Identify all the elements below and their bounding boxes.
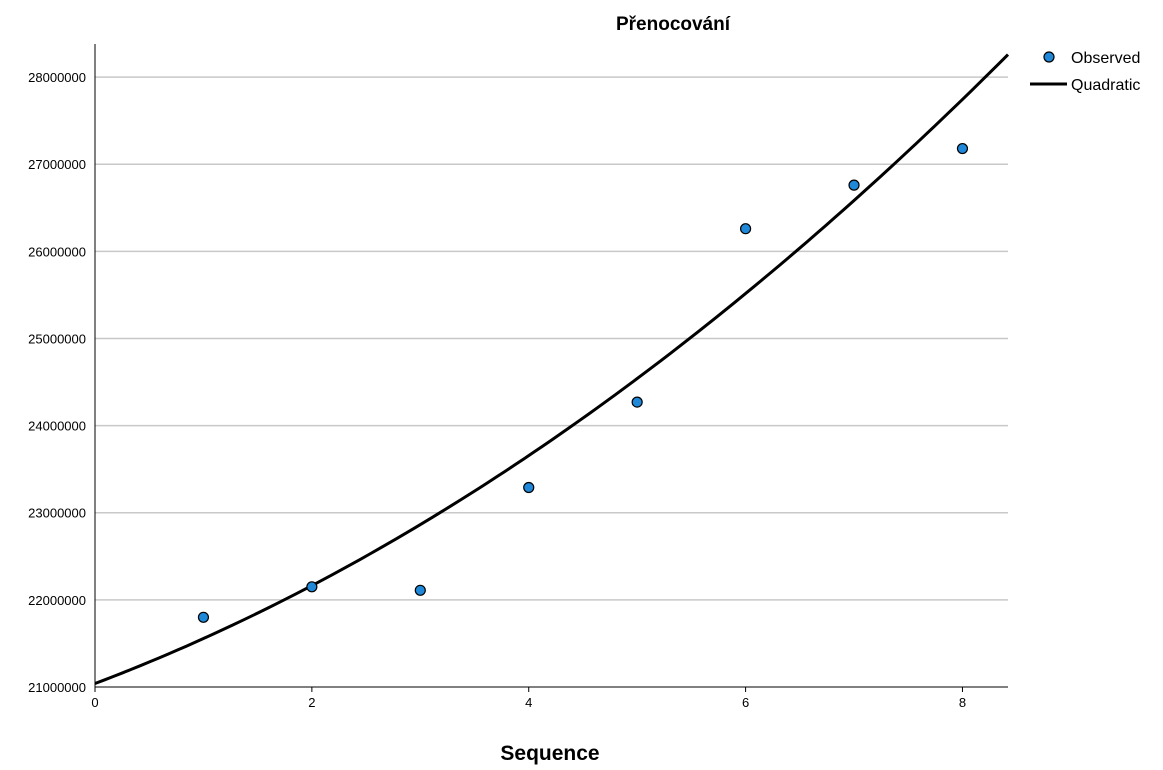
observed-point — [956, 142, 969, 155]
legend-observed-label: Observed — [1071, 50, 1140, 67]
observed-points-group — [197, 142, 969, 623]
x-tick-label: 2 — [308, 695, 315, 710]
x-tick-label: 0 — [91, 695, 98, 710]
observed-point — [631, 396, 643, 408]
y-tick-label: 21000000 — [28, 680, 86, 695]
x-tick-label: 8 — [959, 695, 966, 710]
observed-point — [197, 611, 210, 623]
observed-point — [848, 179, 860, 191]
x-axis-label: Sequence — [500, 742, 599, 765]
y-tick-label: 24000000 — [28, 419, 86, 434]
grid — [95, 76, 1008, 601]
quadratic-curve-group — [94, 53, 1010, 685]
legend-observed-marker — [1043, 51, 1055, 63]
legend: Observed Quadratic — [1030, 50, 1140, 94]
quadratic-curve — [94, 53, 1010, 685]
y-tick-label: 22000000 — [28, 593, 86, 608]
y-tick-label: 23000000 — [28, 506, 86, 521]
y-tick-label: 26000000 — [28, 244, 86, 259]
legend-quadratic-label: Quadratic — [1071, 77, 1140, 94]
y-tick-label: 25000000 — [28, 331, 86, 346]
y-tick-labels: 21000000 22000000 23000000 24000000 25000000… — [28, 70, 86, 695]
x-tick-label: 6 — [742, 695, 749, 710]
observed-point — [523, 481, 535, 494]
x-tick-labels: 0 2 4 6 8 — [91, 687, 966, 710]
observed-point — [739, 223, 752, 235]
chart-title: Přenocování — [616, 14, 731, 35]
axes — [94, 44, 1008, 688]
x-tick-label: 4 — [525, 695, 532, 710]
observed-point — [414, 584, 426, 596]
y-tick-label: 28000000 — [28, 70, 86, 85]
observed-point — [306, 581, 318, 593]
y-tick-label: 27000000 — [28, 157, 86, 172]
